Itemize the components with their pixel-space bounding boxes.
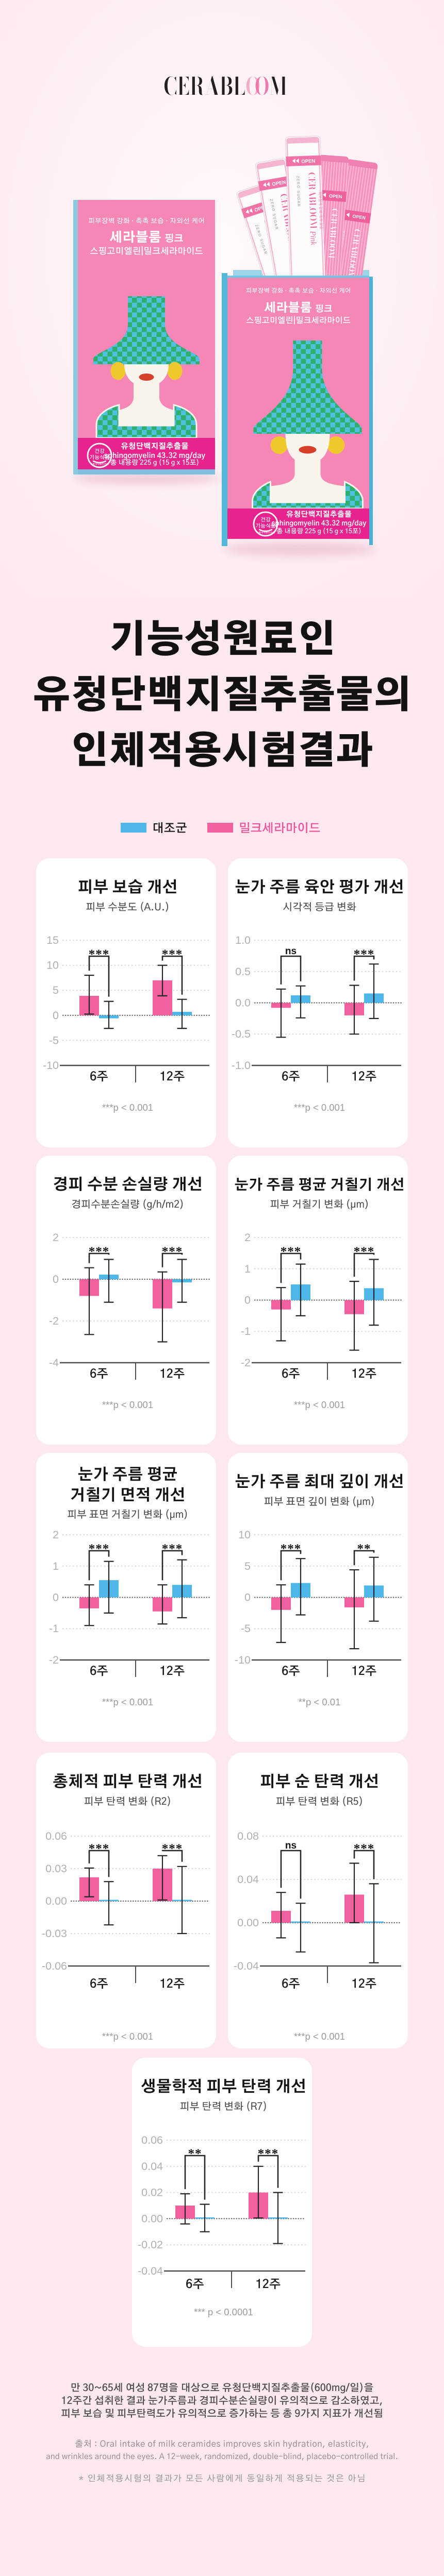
svg-text:***: ***: [354, 1245, 375, 1259]
svg-text:***p < 0.001: ***p < 0.001: [102, 1399, 153, 1410]
svg-text:**: **: [357, 1542, 371, 1556]
svg-text:-10: -10: [43, 1059, 59, 1072]
svg-text:0.5: 0.5: [235, 965, 251, 978]
svg-text:-2: -2: [49, 1654, 59, 1666]
svg-text:OPEN: OPEN: [352, 214, 366, 221]
svg-text:0: 0: [244, 1294, 251, 1307]
svg-text:0: 0: [53, 1009, 59, 1022]
svg-text:5: 5: [244, 1560, 251, 1572]
svg-text:1: 1: [244, 1263, 251, 1275]
svg-text:Pink: Pink: [308, 230, 317, 245]
svg-text:-0.02: -0.02: [138, 2239, 163, 2251]
svg-text:0: 0: [53, 1273, 59, 1285]
svg-text:2: 2: [53, 1529, 59, 1541]
svg-text:***: ***: [281, 1245, 302, 1259]
svg-text:OPEN: OPEN: [301, 158, 315, 164]
svg-text:ns: ns: [285, 946, 297, 957]
svg-text:OPEN: OPEN: [272, 179, 287, 188]
svg-text:0.00: 0.00: [141, 2212, 163, 2225]
svg-text:-0.03: -0.03: [42, 1927, 67, 1940]
svg-text:0.06: 0.06: [141, 2134, 163, 2146]
svg-text:0.04: 0.04: [237, 1873, 259, 1886]
svg-text:-4: -4: [49, 1357, 59, 1369]
svg-text:1.0: 1.0: [235, 934, 251, 946]
svg-text:ZERO SUGAR: ZERO SUGAR: [295, 176, 300, 208]
svg-text:-1.0: -1.0: [232, 1059, 251, 1072]
svg-text:0.06: 0.06: [45, 1830, 67, 1842]
svg-text:***p < 0.001: ***p < 0.001: [294, 1399, 345, 1410]
svg-text:-0.04: -0.04: [234, 1960, 259, 1972]
svg-text:***: ***: [162, 1542, 183, 1556]
svg-text:***p < 0.001: ***p < 0.001: [102, 2031, 153, 2042]
svg-text:15: 15: [46, 934, 59, 946]
svg-text:-0.04: -0.04: [138, 2265, 163, 2277]
svg-text:0.04: 0.04: [141, 2160, 163, 2173]
svg-text:*** p < 0.0001: *** p < 0.0001: [194, 2307, 253, 2317]
svg-text:***p < 0.001: ***p < 0.001: [102, 1102, 153, 1113]
svg-text:ns: ns: [285, 1840, 297, 1851]
svg-text:10: 10: [46, 959, 59, 972]
svg-text:0.0: 0.0: [235, 997, 251, 1009]
svg-text:-2: -2: [241, 1357, 251, 1369]
svg-text:-5: -5: [49, 1034, 59, 1046]
svg-text:0.00: 0.00: [237, 1917, 259, 1929]
svg-text:***: ***: [281, 1542, 302, 1556]
svg-text:-10: -10: [235, 1654, 251, 1666]
svg-text:***p < 0.001: ***p < 0.001: [294, 1102, 345, 1113]
svg-text:***: ***: [162, 1245, 183, 1259]
svg-text:***: ***: [258, 2147, 279, 2161]
svg-text:***p < 0.001: ***p < 0.001: [102, 1697, 153, 1707]
svg-text:0.08: 0.08: [237, 1830, 259, 1842]
svg-text:***p < 0.001: ***p < 0.001: [294, 2031, 345, 2042]
svg-text:2: 2: [53, 1231, 59, 1244]
svg-text:-0.5: -0.5: [232, 1028, 251, 1040]
svg-text:0.03: 0.03: [45, 1862, 67, 1875]
svg-text:-0.06: -0.06: [42, 1960, 67, 1972]
svg-text:***: ***: [89, 1245, 110, 1259]
svg-text:-1: -1: [241, 1325, 251, 1337]
svg-text:0.00: 0.00: [45, 1895, 67, 1907]
svg-text:0: 0: [53, 1591, 59, 1604]
svg-text:2: 2: [244, 1231, 251, 1244]
svg-text:**: **: [188, 2147, 202, 2161]
svg-text:***: ***: [162, 1842, 183, 1856]
svg-text:-2: -2: [49, 1315, 59, 1327]
svg-text:***: ***: [89, 947, 110, 961]
svg-text:5: 5: [53, 984, 59, 996]
svg-text:1: 1: [53, 1560, 59, 1572]
svg-text:***: ***: [89, 1542, 110, 1556]
svg-text:10: 10: [238, 1529, 251, 1541]
svg-text:**p < 0.01: **p < 0.01: [299, 1697, 341, 1707]
svg-text:0.02: 0.02: [141, 2187, 163, 2199]
svg-text:OPEN: OPEN: [329, 193, 342, 199]
svg-text:***: ***: [89, 1842, 110, 1856]
svg-text:0: 0: [244, 1591, 251, 1604]
svg-text:-1: -1: [49, 1622, 59, 1635]
svg-text:-5: -5: [241, 1622, 251, 1635]
svg-text:***: ***: [354, 1842, 375, 1856]
svg-text:***: ***: [354, 947, 375, 961]
svg-text:***: ***: [162, 947, 183, 961]
